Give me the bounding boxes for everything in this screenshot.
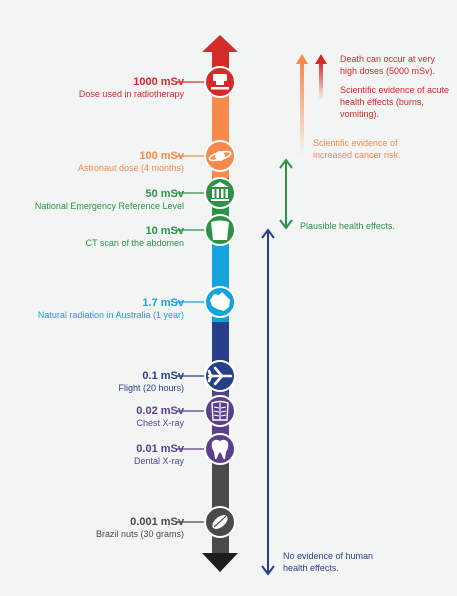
dose-description: CT scan of the abdomen: [85, 238, 184, 248]
level-brazil-nuts: 0.001 mSv Brazil nuts (30 grams): [96, 516, 184, 540]
dose-description: National Emergency Reference Level: [34, 201, 184, 211]
level-emergency-reference: 50 mSv National Emergency Reference Leve…: [35, 188, 184, 212]
level-chest-xray: 0.02 mSv Chest X-ray: [136, 405, 184, 429]
dose-description: Astronaut dose (4 months): [77, 163, 184, 173]
level-ct-scan: 10 mSv CT scan of the abdomen: [86, 225, 184, 249]
brazil-nut-icon: [204, 506, 236, 538]
dose-description: Natural radiation in Australia (1 year): [37, 310, 184, 320]
death-note: Death can occur at very high doses (5000…: [340, 54, 436, 76]
radiotherapy-machine-icon: [204, 66, 236, 98]
dose-value: 1.7 mSv: [142, 297, 184, 309]
no-evidence-range-arrow: [261, 228, 275, 576]
dose-description: Dose used in radiotherapy: [78, 89, 184, 99]
level-radiotherapy: 1000 mSv Dose used in radiotherapy: [79, 76, 184, 100]
top-arrowhead: [202, 35, 238, 52]
dose-value: 0.01 mSv: [136, 443, 184, 455]
level-dental-xray: 0.01 mSv Dental X-ray: [134, 443, 184, 467]
dose-description: Brazil nuts (30 grams): [95, 529, 184, 539]
tooth-icon: [204, 433, 236, 465]
dose-value: 0.001 mSv: [130, 516, 184, 528]
planet-icon: [204, 140, 236, 172]
bottom-arrowhead: [202, 553, 238, 572]
no-evidence-note: No evidence of human health effects.: [283, 551, 374, 573]
building-icon: [204, 177, 236, 209]
cancer-risk-note: Scientific evidence of increased cancer …: [313, 138, 401, 160]
dose-value: 0.1 mSv: [142, 370, 184, 382]
level-flight: 0.1 mSv Flight (20 hours): [118, 370, 184, 394]
acute-arrow: [296, 54, 308, 156]
dose-value: 50 mSv: [145, 188, 184, 200]
dose-value: 0.02 mSv: [136, 405, 184, 417]
dose-value: 10 mSv: [145, 225, 184, 237]
connector-lines: [176, 81, 204, 523]
death-arrow: [315, 54, 327, 100]
level-astronaut: 100 mSv Astronaut dose (4 months): [78, 150, 184, 174]
dose-description: Flight (20 hours): [118, 383, 184, 393]
plausible-range-arrow: [279, 158, 293, 230]
acute-effects-note: Scientific evidence of acute health effe…: [340, 85, 450, 119]
plausible-effects-note: Plausible health effects.: [300, 221, 395, 231]
chest-xray-icon: [204, 395, 236, 427]
level-natural-radiation: 1.7 mSv Natural radiation in Australia (…: [38, 297, 184, 321]
airplane-icon: [204, 360, 236, 392]
torso-icon: [204, 214, 236, 246]
dose-value: 100 mSv: [139, 150, 184, 162]
dose-value: 1000 mSv: [133, 76, 184, 88]
dose-description: Dental X-ray: [133, 456, 184, 466]
dose-description: Chest X-ray: [136, 418, 184, 428]
australia-map-icon: [204, 286, 236, 318]
